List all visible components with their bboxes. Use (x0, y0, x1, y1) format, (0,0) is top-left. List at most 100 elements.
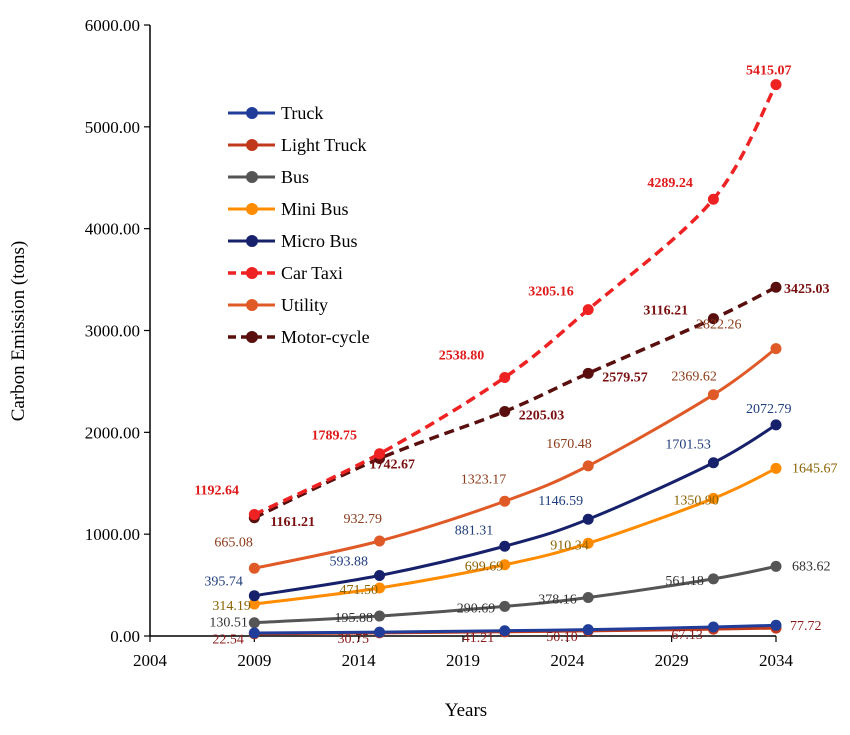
series-bus (248, 560, 782, 629)
legend-label: Utility (281, 295, 328, 315)
data-point (770, 419, 782, 431)
legend-label: Bus (281, 167, 309, 187)
data-point (248, 562, 260, 574)
series-truck (248, 619, 782, 639)
data-label: 2369.62 (671, 370, 717, 385)
legend-swatch-marker (246, 235, 258, 247)
y-tick-label: 5000.00 (85, 118, 140, 137)
data-point (248, 590, 260, 602)
y-tick-label: 1000.00 (85, 525, 140, 544)
data-label: 561.18 (665, 574, 704, 589)
data-point (770, 281, 782, 293)
data-label: 314.19 (212, 599, 251, 614)
y-axis-title: Carbon Emission (tons) (8, 241, 29, 422)
data-point (770, 462, 782, 474)
data-label: 195.88 (335, 611, 374, 626)
data-point (499, 625, 511, 637)
series-micro-bus (248, 419, 782, 602)
data-point (582, 367, 594, 379)
data-label: 593.88 (330, 555, 369, 570)
legend-swatch-marker (246, 267, 258, 279)
data-label: 130.51 (209, 616, 248, 631)
data-point (707, 573, 719, 585)
data-point (582, 624, 594, 636)
data-point (374, 582, 386, 594)
data-label: 2205.03 (519, 408, 565, 423)
data-point (248, 627, 260, 639)
data-point (770, 619, 782, 631)
data-point (374, 535, 386, 547)
y-tick-label: 6000.00 (85, 16, 140, 35)
x-tick-label: 2009 (237, 651, 271, 670)
legend-entry: Micro Bus (228, 231, 358, 251)
data-point (499, 371, 511, 383)
data-label: 290.69 (457, 601, 496, 616)
legend-label: Light Truck (281, 135, 367, 155)
legend-swatch-marker (246, 139, 258, 151)
data-label: 378.16 (538, 592, 577, 607)
legend-swatch-marker (246, 203, 258, 215)
axes: 0.00 1000.00 2000.00 3000.00 4000.00 5000.00 6… (85, 16, 794, 670)
data-point (707, 457, 719, 469)
legend-swatch-marker (246, 299, 258, 311)
data-label: 1789.75 (312, 429, 358, 444)
data-point (374, 626, 386, 638)
legend-entry: Truck (228, 103, 323, 123)
data-label: 1161.21 (270, 515, 315, 530)
data-point (770, 79, 782, 91)
data-label: 2538.80 (439, 348, 485, 363)
data-point (582, 591, 594, 603)
x-tick-label: 2014 (342, 651, 377, 670)
data-point (707, 193, 719, 205)
series-layer (248, 79, 782, 640)
y-tick-label: 4000.00 (85, 220, 140, 239)
data-label: 395.74 (204, 575, 243, 590)
data-point (770, 343, 782, 355)
legend-label: Truck (281, 103, 323, 123)
legend-label: Mini Bus (281, 199, 349, 219)
series-car-taxi (248, 79, 782, 521)
data-point (582, 537, 594, 549)
x-tick-label: 2019 (446, 651, 480, 670)
data-label: 1701.53 (665, 438, 711, 453)
data-point (499, 559, 511, 571)
legend-entry: Utility (228, 295, 328, 315)
data-label: 1146.59 (538, 494, 583, 509)
data-label: 2579.57 (602, 370, 648, 385)
data-label: 1670.48 (546, 437, 592, 452)
data-labels-layer: 22.54 30.75 41.21 50.10 67.13 77.72 130.51 195.… (194, 64, 837, 648)
data-label: 3116.21 (643, 304, 688, 319)
data-label: 471.50 (340, 583, 379, 598)
data-label: 50.10 (546, 630, 578, 645)
data-point (374, 448, 386, 460)
series-utility (248, 343, 782, 574)
data-point (499, 540, 511, 552)
legend-entry: Bus (228, 167, 309, 187)
legend-entry: Motor-cycle (228, 327, 370, 347)
data-label: 77.72 (790, 619, 822, 634)
legend-label: Motor-cycle (281, 327, 370, 347)
data-label: 67.13 (671, 628, 703, 643)
data-point (374, 570, 386, 582)
data-point (499, 600, 511, 612)
data-label: 881.31 (455, 523, 494, 538)
data-point (582, 513, 594, 525)
data-point (707, 621, 719, 633)
data-point (707, 492, 719, 504)
data-label: 1742.67 (370, 458, 416, 473)
data-point (499, 405, 511, 417)
data-point (248, 617, 260, 629)
data-point (707, 389, 719, 401)
data-label: 2072.79 (746, 402, 792, 417)
data-label: 1192.64 (194, 484, 239, 499)
y-tick-label: 0.00 (110, 627, 140, 646)
legend-label: Micro Bus (281, 231, 358, 251)
data-label: 22.54 (212, 633, 244, 648)
x-axis-title: Years (445, 700, 487, 721)
data-label: 699.69 (465, 560, 504, 575)
series-mini-bus (248, 462, 782, 610)
legend-entry: Car Taxi (228, 263, 343, 283)
data-point (499, 495, 511, 507)
